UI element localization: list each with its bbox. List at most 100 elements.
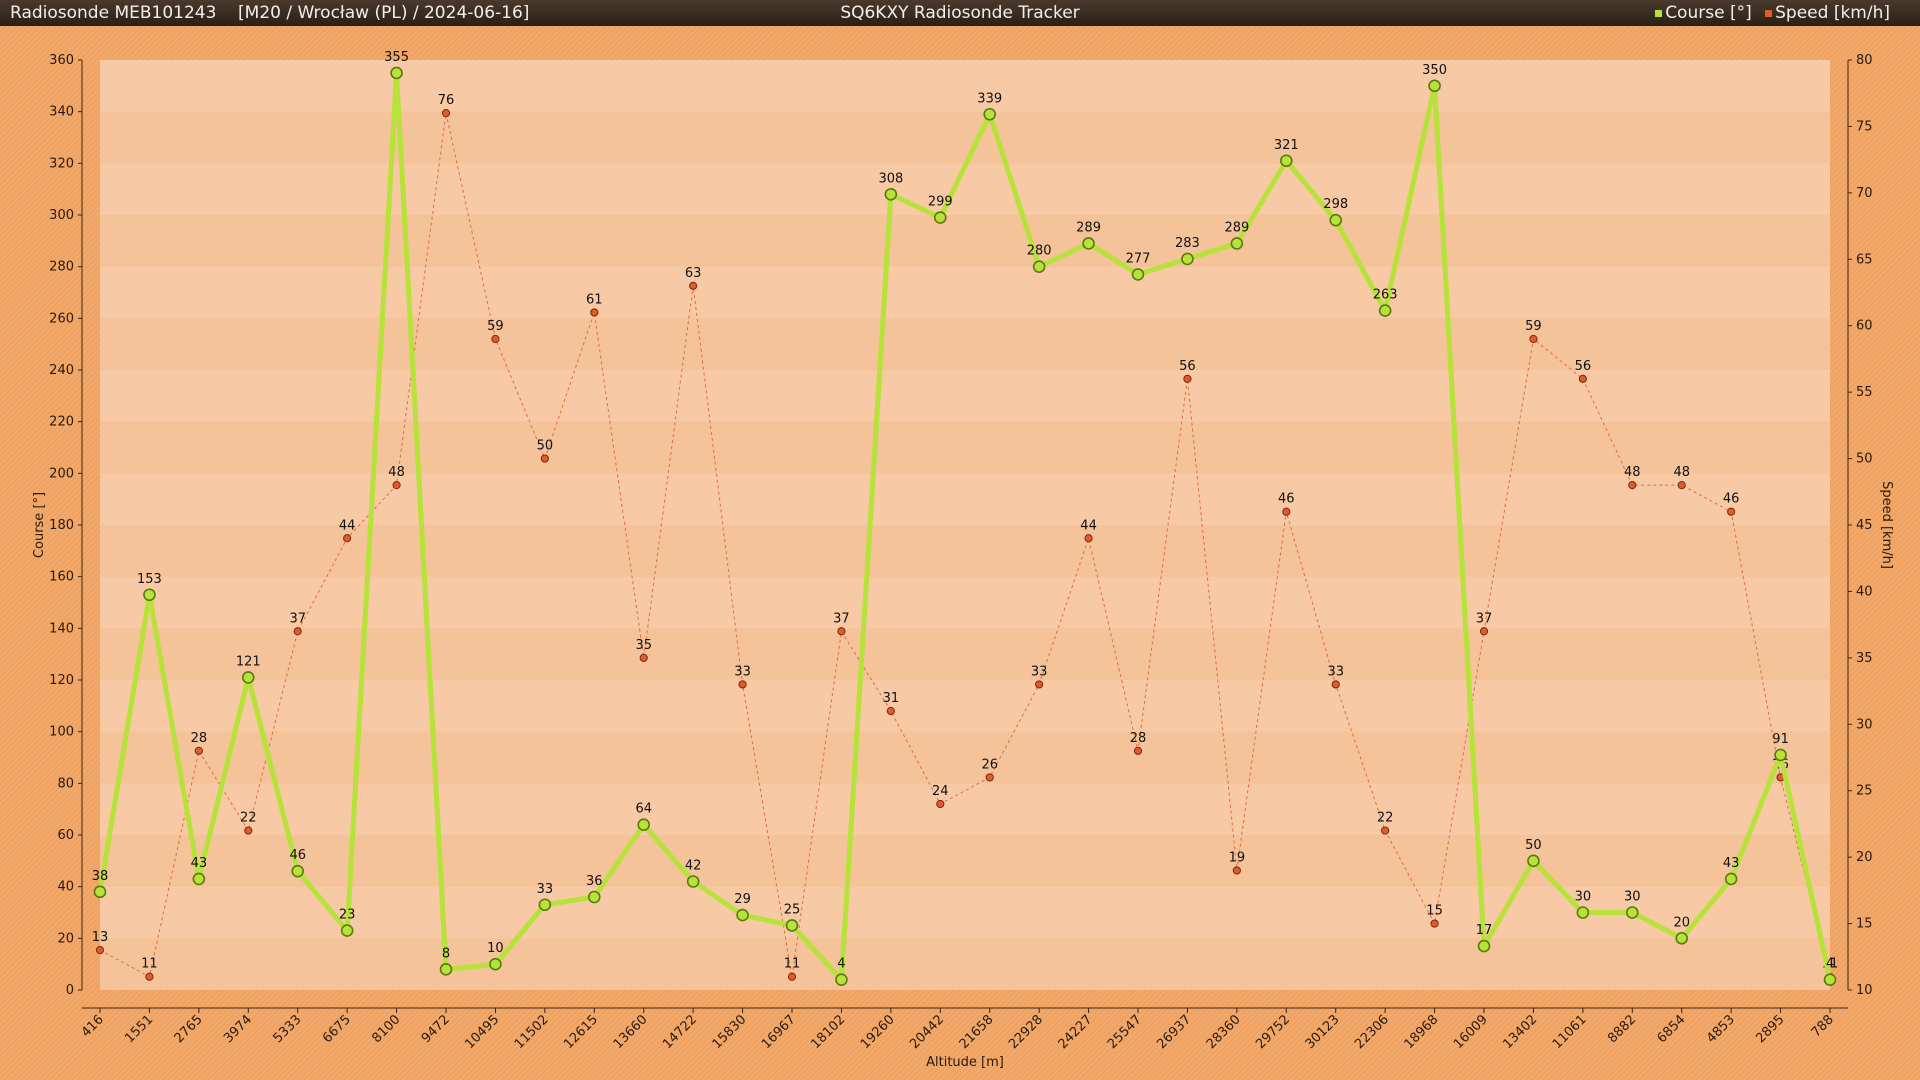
- speed-data-label: 44: [1080, 518, 1097, 533]
- course-data-label: 17: [1476, 923, 1493, 938]
- speed-data-label: 76: [438, 93, 455, 108]
- course-point: [1329, 213, 1343, 227]
- speed-point: [1479, 627, 1489, 636]
- grid-band: [100, 628, 1830, 680]
- speed-point: [1529, 334, 1538, 344]
- y-tick-label-right: 10: [1856, 983, 1873, 998]
- course-point: [1279, 154, 1293, 168]
- y-tick-label-right: 65: [1856, 252, 1873, 267]
- course-data-label: 280: [1027, 244, 1052, 259]
- course-point: [1823, 973, 1837, 986]
- speed-data-label: 61: [586, 292, 603, 307]
- course-point: [340, 924, 354, 937]
- y-tick-label-left: 20: [57, 931, 74, 946]
- y-tick-label-left: 80: [57, 776, 74, 791]
- legend-item-course[interactable]: Course [°]: [1655, 3, 1752, 23]
- speed-data-label: 33: [734, 664, 751, 679]
- course-point: [835, 973, 848, 986]
- speed-point: [1430, 919, 1439, 928]
- speed-data-label: 22: [240, 811, 257, 826]
- course-point: [1774, 748, 1787, 762]
- speed-data-label: 63: [685, 266, 702, 281]
- speed-point: [95, 946, 105, 955]
- speed-data-label: 13: [92, 930, 109, 945]
- y-tick-label-left: 160: [49, 570, 74, 585]
- speed-data-label: 35: [635, 638, 652, 653]
- course-data-label: 43: [191, 856, 208, 871]
- course-point: [1527, 854, 1540, 868]
- speed-data-label: 37: [289, 611, 306, 626]
- speed-point: [244, 826, 253, 835]
- course-data-label: 91: [1772, 732, 1789, 747]
- grid-band: [100, 318, 1830, 370]
- speed-data-label: 11: [141, 957, 158, 972]
- course-point: [637, 818, 651, 831]
- course-point: [1576, 906, 1590, 919]
- speed-point: [1232, 866, 1241, 875]
- course-point: [983, 107, 997, 121]
- speed-point: [1381, 826, 1390, 835]
- y-tick-label-left: 220: [49, 415, 74, 430]
- speed-data-label: 50: [537, 439, 554, 454]
- y-tick-label-right: 80: [1856, 53, 1873, 68]
- course-point: [1378, 304, 1392, 317]
- course-data-label: 50: [1525, 838, 1542, 853]
- grid-band: [100, 525, 1830, 577]
- y-tick-label-left: 240: [49, 363, 74, 378]
- course-point: [143, 588, 156, 602]
- course-point: [241, 671, 255, 684]
- y-tick-label-left: 100: [49, 725, 74, 740]
- y-axis-left-title: Course [°]: [32, 492, 47, 558]
- speed-point: [1727, 507, 1736, 516]
- legend-item-speed[interactable]: Speed [km/h]: [1765, 3, 1890, 23]
- course-data-label: 36: [586, 874, 603, 889]
- speed-data-label: 24: [932, 784, 949, 799]
- speed-data-label: 37: [833, 611, 850, 626]
- y-tick-label-right: 70: [1856, 186, 1873, 201]
- course-point: [587, 890, 601, 904]
- course-data-label: 121: [236, 654, 261, 669]
- speed-point: [491, 334, 500, 344]
- course-point: [291, 864, 305, 878]
- speed-point: [540, 454, 549, 463]
- course-point: [1477, 939, 1491, 953]
- course-point: [390, 66, 403, 80]
- course-data-label: 64: [635, 802, 652, 817]
- y-tick-label-left: 300: [49, 208, 74, 223]
- speed-point: [1628, 481, 1637, 490]
- speed-data-label: 59: [487, 319, 504, 334]
- speed-point: [590, 308, 599, 317]
- legend-label-course: Course [°]: [1665, 3, 1752, 23]
- course-point: [192, 872, 206, 886]
- speed-data-label: 48: [388, 465, 405, 480]
- y-tick-label-left: 60: [57, 828, 74, 843]
- course-point: [1032, 260, 1046, 273]
- speed-point: [1183, 374, 1192, 383]
- course-data-label: 8: [442, 946, 450, 961]
- course-data-label: 29: [734, 892, 751, 907]
- grid-band: [100, 938, 1830, 990]
- course-data-label: 321: [1274, 138, 1299, 153]
- speed-point: [1282, 507, 1291, 516]
- speed-point: [194, 746, 203, 755]
- y-tick-label-right: 20: [1856, 850, 1873, 865]
- course-data-label: 308: [878, 171, 903, 186]
- speed-data-label: 28: [191, 731, 208, 746]
- course-series: 38 153 43 121 46 23 355 8 10 33 36 64 42 29 25 4 308 299 3…: [92, 50, 1837, 986]
- title-bar: Radiosonde MEB101243 [M20 / Wrocław (PL)…: [0, 0, 1920, 26]
- legend: Course [°] Speed [km/h]: [1647, 0, 1890, 26]
- grid-band: [100, 731, 1830, 784]
- speed-data-label: 33: [1327, 664, 1344, 679]
- speed-point: [985, 773, 994, 782]
- speed-point: [738, 680, 747, 689]
- speed-data-label: 56: [1179, 359, 1196, 374]
- course-data-label: 289: [1224, 220, 1249, 235]
- speed-data-label: 28: [1130, 731, 1147, 746]
- course-line: [97, 70, 1833, 983]
- speed-data-label: 31: [883, 691, 900, 706]
- course-data-label: 46: [289, 848, 306, 863]
- speed-point: [343, 534, 352, 543]
- speed-point: [1035, 680, 1044, 689]
- y-tick-label-left: 200: [49, 466, 74, 481]
- course-data-label: 25: [784, 902, 801, 917]
